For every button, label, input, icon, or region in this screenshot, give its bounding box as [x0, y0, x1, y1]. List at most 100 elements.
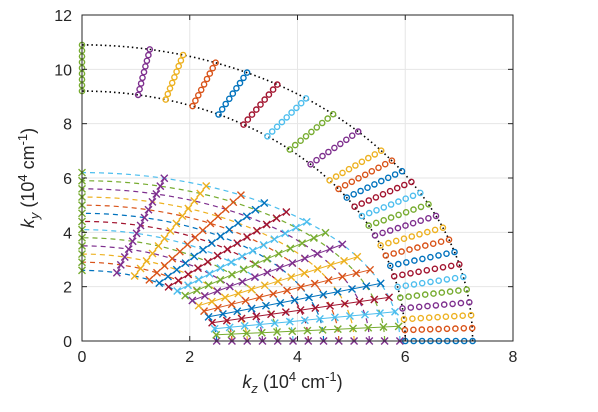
- cross-marker: [175, 247, 184, 256]
- circle-marker: [414, 244, 421, 251]
- circle-marker: [179, 51, 187, 59]
- circle-marker: [425, 214, 432, 222]
- circle-marker: [339, 169, 346, 177]
- cross-marker: [269, 289, 278, 298]
- circle-marker: [400, 181, 408, 189]
- circle-marker: [164, 90, 172, 98]
- circle-marker: [218, 106, 226, 113]
- cross-marker: [225, 323, 234, 332]
- circle-marker: [427, 253, 434, 261]
- circle-marker: [354, 128, 362, 135]
- cross-marker: [288, 259, 297, 268]
- y-tick-label: 12: [54, 8, 72, 25]
- cross-marker: [152, 268, 161, 277]
- circle-marker: [142, 63, 149, 70]
- cross-marker: [172, 219, 181, 228]
- circle-marker: [236, 79, 244, 87]
- cross-marker: [213, 251, 222, 260]
- circle-marker: [390, 250, 398, 257]
- circle-marker: [225, 95, 233, 103]
- cross-marker: [326, 260, 335, 269]
- cross-marker: [194, 264, 203, 273]
- circle-marker: [430, 290, 437, 297]
- circle-marker: [416, 230, 423, 238]
- circle-marker: [446, 288, 454, 295]
- circle-marker: [416, 189, 424, 197]
- circle-marker: [377, 177, 385, 185]
- circle-marker: [288, 109, 295, 116]
- circle-marker: [252, 106, 260, 113]
- circle-marker: [382, 252, 390, 259]
- circle-marker: [209, 64, 216, 72]
- circle-marker: [206, 70, 214, 77]
- circle-marker: [394, 224, 402, 232]
- cross-marker: [333, 287, 342, 296]
- cross-marker: [213, 287, 222, 296]
- circle-marker: [146, 46, 154, 53]
- circle-marker: [463, 286, 471, 293]
- cross-marker: [262, 220, 271, 229]
- circle-marker: [302, 95, 310, 102]
- cross-marker: [364, 323, 373, 332]
- circle-marker: [240, 74, 247, 82]
- circle-marker: [189, 102, 196, 110]
- circle-marker: [431, 265, 439, 273]
- cross-marker: [222, 316, 231, 325]
- circle-marker: [407, 269, 414, 277]
- circle-marker: [460, 324, 468, 332]
- y-tick-label: 2: [63, 280, 72, 297]
- circle-marker: [424, 302, 431, 310]
- circle-marker: [297, 99, 305, 107]
- circle-marker: [319, 152, 326, 160]
- circle-marker: [371, 181, 378, 188]
- cross-marker: [166, 226, 175, 235]
- circle-marker: [166, 85, 174, 92]
- cross-marker: [216, 275, 225, 284]
- cross-marker: [214, 212, 223, 221]
- circle-marker: [355, 174, 362, 182]
- circle-marker: [197, 86, 205, 94]
- circle-marker: [351, 203, 358, 210]
- circle-marker: [134, 91, 142, 99]
- y-tick-label: 0: [63, 334, 72, 351]
- cross-marker: [124, 245, 133, 254]
- circle-marker: [440, 301, 448, 308]
- cross-marker: [281, 308, 290, 317]
- circle-marker: [419, 255, 426, 263]
- cross-marker: [116, 260, 125, 269]
- circle-marker: [405, 293, 412, 300]
- circle-marker: [415, 268, 422, 276]
- cross-marker: [225, 282, 234, 291]
- cross-marker: [318, 325, 327, 334]
- circle-marker: [468, 324, 476, 332]
- circle-marker: [380, 216, 388, 224]
- cross-marker: [154, 241, 163, 250]
- circle-marker: [438, 289, 446, 296]
- cross-marker: [325, 245, 334, 254]
- cross-marker: [391, 307, 400, 316]
- circle-marker: [291, 141, 299, 149]
- cross-marker: [319, 290, 328, 299]
- circle-marker: [445, 236, 453, 243]
- circle-marker: [222, 100, 229, 108]
- circle-marker: [342, 136, 350, 144]
- circle-marker: [386, 262, 394, 270]
- cross-marker: [311, 303, 320, 312]
- circle-marker: [212, 59, 219, 67]
- cross-marker: [145, 275, 154, 284]
- circle-marker: [452, 325, 459, 332]
- circle-marker: [381, 160, 389, 168]
- x-tick-label: 8: [509, 349, 518, 366]
- circle-marker: [426, 325, 434, 333]
- circle-marker: [386, 187, 394, 195]
- cross-marker: [286, 244, 295, 253]
- circle-marker: [390, 272, 398, 280]
- circle-marker: [203, 75, 211, 83]
- cross-marker: [152, 190, 161, 199]
- cross-marker: [198, 226, 207, 235]
- circle-marker: [358, 158, 366, 166]
- circle-marker: [443, 276, 451, 283]
- cross-marker: [300, 316, 309, 325]
- cross-marker: [164, 282, 173, 291]
